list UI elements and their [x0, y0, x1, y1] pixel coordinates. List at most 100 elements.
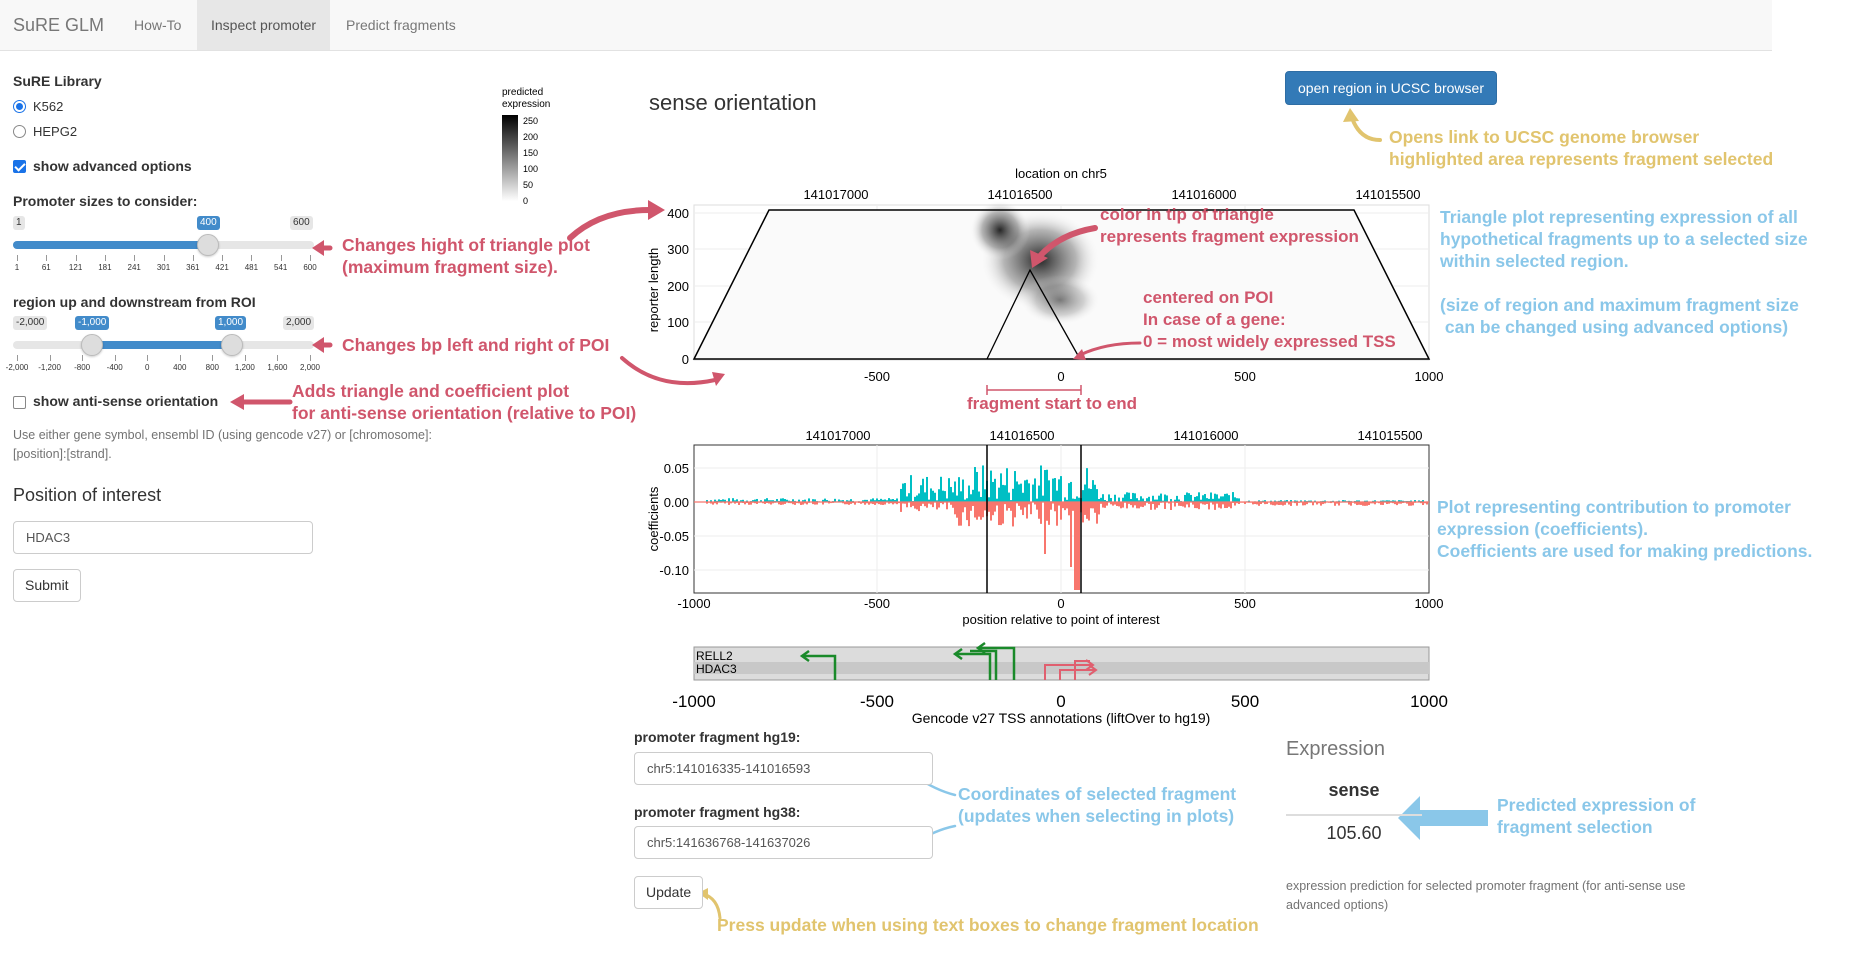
coef-bar-negative — [762, 502, 764, 504]
coef-bar-positive — [866, 499, 868, 502]
coef-bar-negative — [918, 502, 920, 512]
triangle-plot[interactable]: 400 300 200 100 0 reporter length -500 0… — [646, 166, 1443, 395]
coef-bar-positive — [1344, 500, 1346, 502]
region-slider-from-handle[interactable] — [81, 334, 103, 356]
coef-bar-negative — [1234, 502, 1236, 506]
region-slider-min: -2,000 — [13, 316, 48, 330]
coef-bar-positive — [756, 498, 758, 502]
advanced-options-label[interactable]: show advanced options — [33, 158, 192, 174]
coef-bar-positive — [804, 499, 806, 502]
hg38-input[interactable] — [634, 826, 933, 859]
antisense-label[interactable]: show anti-sense orientation — [33, 393, 219, 409]
radio-k562-label[interactable]: K562 — [33, 99, 64, 114]
region-slider-to: 1,000 — [215, 316, 247, 330]
coef-bar-negative — [1266, 502, 1268, 504]
coef-bar-positive — [1042, 495, 1044, 502]
tab-predict-fragments[interactable]: Predict fragments — [346, 17, 456, 33]
coef-bar-negative — [1276, 502, 1278, 505]
poi-input[interactable] — [13, 521, 313, 554]
coef-bar-negative — [1018, 502, 1020, 506]
coef-bar-positive — [752, 500, 754, 502]
slider-tick — [212, 355, 214, 361]
coef-bar-negative — [1024, 502, 1026, 508]
size-slider-track[interactable] — [13, 241, 314, 249]
coef-bar-negative — [994, 502, 996, 512]
coef-bar-positive — [1190, 494, 1192, 502]
app-brand[interactable]: SuRE GLM — [13, 15, 105, 35]
coef-bar-positive — [1158, 495, 1160, 502]
poi-help-text: Use either gene symbol, ensembl ID (usin… — [13, 428, 432, 461]
coef-bar-negative — [1374, 502, 1376, 505]
submit-button[interactable]: Submit — [13, 569, 81, 602]
coef-bar-negative — [1306, 502, 1308, 505]
coef-bar-negative — [712, 502, 714, 505]
radio-k562[interactable] — [13, 100, 26, 113]
slider-tick-label: 181 — [98, 263, 112, 272]
coef-bar-positive — [914, 496, 916, 502]
coef-bar-negative — [1368, 502, 1370, 506]
coef-bar-positive — [1366, 500, 1368, 502]
tri-xtick: 500 — [1234, 369, 1256, 384]
coef-bar-positive — [1218, 498, 1220, 502]
coef-bar-positive — [768, 500, 770, 502]
coef-bar-negative — [794, 502, 796, 505]
coef-bar-positive — [1398, 500, 1400, 502]
coef-bar-positive — [722, 499, 724, 502]
coef-bar-negative — [778, 502, 780, 505]
coef-bar-positive — [1234, 497, 1236, 502]
tab-how-to[interactable]: How-To — [134, 17, 182, 33]
coef-bar-positive — [1382, 500, 1384, 502]
radio-hepg2[interactable] — [13, 125, 26, 138]
coef-bar-negative — [972, 502, 974, 506]
coef-bar-positive — [772, 500, 774, 502]
coef-bar-positive — [924, 492, 926, 502]
coefficient-plot[interactable]: 0.05 0.00 -0.05 -0.10 coefficients -1000… — [646, 428, 1443, 627]
tri-ytick: 100 — [667, 315, 689, 330]
region-slider-to-handle[interactable] — [221, 334, 243, 356]
coef-bar-negative — [1092, 502, 1094, 509]
tss-plot[interactable]: RELL2 HDAC3 -1000 -500 0 500 1000 Gencod… — [672, 641, 1448, 726]
annotation-fragment-label: fragment start to end — [967, 394, 1138, 413]
update-button[interactable]: Update — [634, 876, 704, 909]
coef-bar-negative — [976, 502, 978, 520]
coef-bar-positive — [1130, 498, 1132, 502]
antisense-checkbox[interactable] — [13, 396, 26, 409]
slider-tick — [222, 255, 224, 261]
region-slider-track[interactable] — [13, 341, 314, 349]
tri-xtick: -500 — [864, 369, 890, 384]
coef-bar-negative — [1034, 502, 1036, 505]
coef-bar-positive — [1356, 500, 1358, 502]
coef-bar-positive — [1198, 492, 1200, 502]
coef-bar-negative — [938, 502, 940, 508]
coef-bar-negative — [1118, 502, 1120, 507]
coef-bar-positive — [938, 489, 940, 502]
coef-bar-negative — [1302, 502, 1304, 506]
tab-inspect-promoter[interactable]: Inspect promoter — [197, 0, 331, 50]
expression-column-header: sense — [1328, 780, 1380, 800]
coef-bar-negative — [1088, 502, 1090, 521]
ucsc-button[interactable]: open region in UCSC browser — [1285, 71, 1497, 105]
coef-bar-negative — [1354, 502, 1356, 504]
coef-bar-positive — [1410, 500, 1412, 502]
coef-bar-negative — [1204, 502, 1206, 505]
annotation-predicted: Predicted expression of fragment selecti… — [1497, 795, 1696, 837]
hg19-input[interactable] — [634, 752, 933, 785]
slider-tick — [17, 355, 18, 361]
coef-bar-positive — [928, 499, 930, 502]
coef-bar-positive — [1402, 500, 1404, 502]
coef-bar-positive — [990, 470, 992, 502]
coef-bar-negative — [1132, 502, 1134, 508]
tri-xtick: 0 — [1057, 369, 1064, 384]
coef-bar-negative — [966, 502, 968, 521]
size-slider-handle[interactable] — [197, 234, 219, 256]
coef-bar-negative — [1350, 502, 1352, 506]
coef-bar-negative — [900, 502, 902, 512]
coef-bar-negative — [1086, 502, 1088, 519]
advanced-options-checkbox[interactable] — [13, 160, 26, 173]
coef-bar-positive — [930, 488, 932, 502]
coef-bar-positive — [900, 488, 902, 502]
tss-arrows-red — [1044, 659, 1098, 680]
coef-bar-positive — [776, 499, 778, 502]
radio-hepg2-label[interactable]: HEPG2 — [33, 124, 78, 139]
legend-tick-label: 0 — [523, 196, 529, 206]
